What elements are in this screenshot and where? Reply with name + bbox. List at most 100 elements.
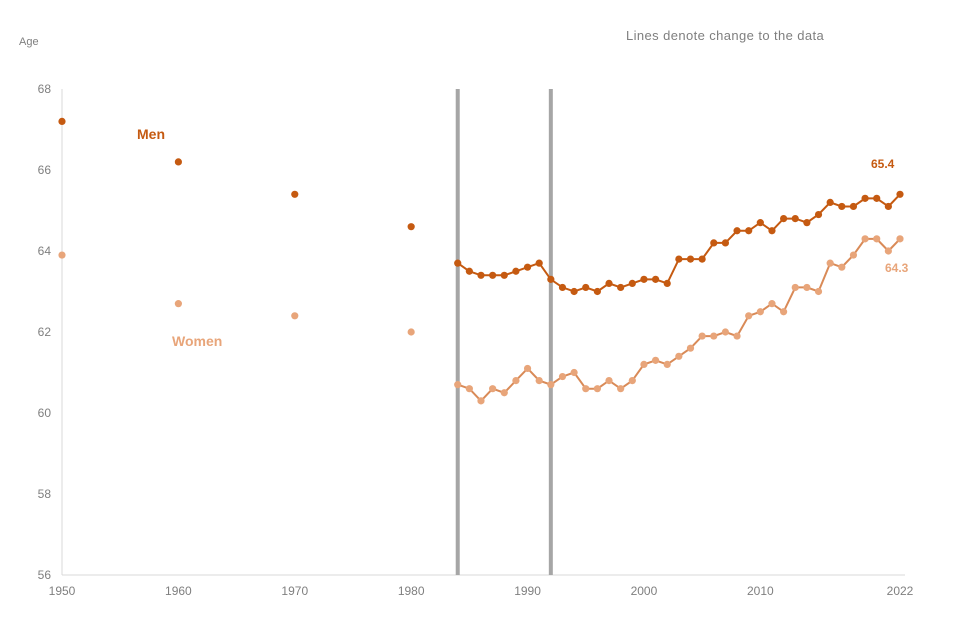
data-point-men xyxy=(896,190,904,198)
y-ticks: 56 58 60 62 64 66 68 xyxy=(38,82,52,582)
data-point-men xyxy=(745,227,753,235)
data-point-women xyxy=(826,259,834,267)
x-tick-label: 1970 xyxy=(281,584,308,598)
data-point-men xyxy=(814,210,823,219)
data-point-women xyxy=(570,368,578,377)
data-point-men xyxy=(628,279,636,287)
y-tick-label: 64 xyxy=(38,244,52,258)
x-tick-label: 2000 xyxy=(631,584,658,598)
data-point-men xyxy=(733,227,741,235)
data-point-men xyxy=(756,219,764,227)
data-point-men xyxy=(570,287,578,296)
series-line-men xyxy=(457,193,901,293)
data-point-women xyxy=(686,344,695,352)
end-label-women: 64.3 xyxy=(885,261,909,275)
data-point-women xyxy=(582,385,590,393)
data-point-women xyxy=(535,377,543,385)
series-label-women: Women xyxy=(172,333,222,349)
data-point-women xyxy=(593,385,601,393)
data-point-women xyxy=(523,364,532,373)
data-point-women xyxy=(547,381,555,389)
data-point-women xyxy=(489,385,497,393)
data-point-women xyxy=(651,356,660,364)
data-point-women xyxy=(896,235,904,243)
data-point-men xyxy=(605,279,613,287)
data-point-women xyxy=(454,381,462,389)
data-point-men xyxy=(523,263,532,271)
y-tick-label: 66 xyxy=(38,163,52,177)
data-point-women xyxy=(675,352,683,360)
data-point-men xyxy=(512,267,520,275)
data-point-women xyxy=(791,283,799,292)
data-break-lines xyxy=(455,89,553,575)
data-point-women xyxy=(558,372,567,381)
x-tick-label: 1980 xyxy=(398,584,425,598)
data-point-women xyxy=(873,235,881,243)
data-point-men xyxy=(593,287,601,296)
data-point-men xyxy=(500,271,508,279)
data-point-women xyxy=(884,247,892,255)
data-point-men xyxy=(617,283,625,292)
x-tick-label: 2010 xyxy=(747,584,774,598)
data-point-women xyxy=(756,308,764,316)
data-point-women xyxy=(710,332,718,340)
data-point-women xyxy=(803,283,811,292)
data-point-women xyxy=(780,308,788,316)
data-point-women xyxy=(721,328,730,336)
data-point-women xyxy=(745,312,753,320)
y-tick-label: 56 xyxy=(38,568,52,582)
data-point-men xyxy=(803,219,811,227)
data-point-women xyxy=(640,360,648,368)
data-point-men xyxy=(686,255,695,263)
data-point-men xyxy=(698,255,706,263)
annotation-note: Lines denote change to the data xyxy=(626,28,825,43)
data-point-women xyxy=(861,235,869,243)
data-point-men xyxy=(58,117,66,125)
x-ticks: 1950 1960 1970 1980 1990 2000 2010 2022 xyxy=(49,584,914,598)
data-point-men xyxy=(861,194,869,202)
data-point-men xyxy=(710,239,718,247)
data-point-women xyxy=(628,377,636,385)
series-group xyxy=(58,117,904,405)
data-point-men xyxy=(465,267,473,275)
data-point-women xyxy=(814,287,823,296)
data-point-men xyxy=(791,215,799,223)
data-point-women xyxy=(605,377,613,385)
data-point-men xyxy=(768,227,776,235)
data-point-men xyxy=(873,194,881,202)
data-point-women xyxy=(174,300,182,308)
y-axis-label: Age xyxy=(19,36,39,48)
data-point-women xyxy=(477,397,485,405)
y-tick-label: 60 xyxy=(38,406,52,420)
data-point-women xyxy=(733,332,741,340)
data-point-women xyxy=(698,332,706,340)
data-point-women xyxy=(407,328,415,336)
data-point-men xyxy=(174,158,182,166)
data-point-men xyxy=(558,283,567,292)
data-point-women xyxy=(291,312,299,320)
data-point-men xyxy=(780,215,788,223)
x-tick-label: 2022 xyxy=(887,584,914,598)
data-point-men xyxy=(826,198,834,206)
data-point-women xyxy=(617,385,625,393)
data-point-men xyxy=(547,275,555,283)
x-tick-label: 1960 xyxy=(165,584,192,598)
data-point-men xyxy=(489,271,497,279)
x-tick-label: 1950 xyxy=(49,584,76,598)
data-point-men xyxy=(651,275,660,283)
data-point-men xyxy=(535,259,543,267)
data-point-men xyxy=(291,190,299,198)
data-point-women xyxy=(58,251,66,259)
data-point-men xyxy=(721,239,730,247)
data-point-men xyxy=(884,202,892,211)
data-point-men xyxy=(454,259,462,267)
data-point-men xyxy=(675,255,683,263)
data-point-women xyxy=(512,377,520,385)
data-point-men xyxy=(849,202,858,211)
y-tick-label: 58 xyxy=(38,487,52,501)
data-point-men xyxy=(838,202,846,211)
data-point-men xyxy=(407,223,415,231)
data-point-women xyxy=(663,360,671,368)
data-point-men xyxy=(640,275,648,283)
